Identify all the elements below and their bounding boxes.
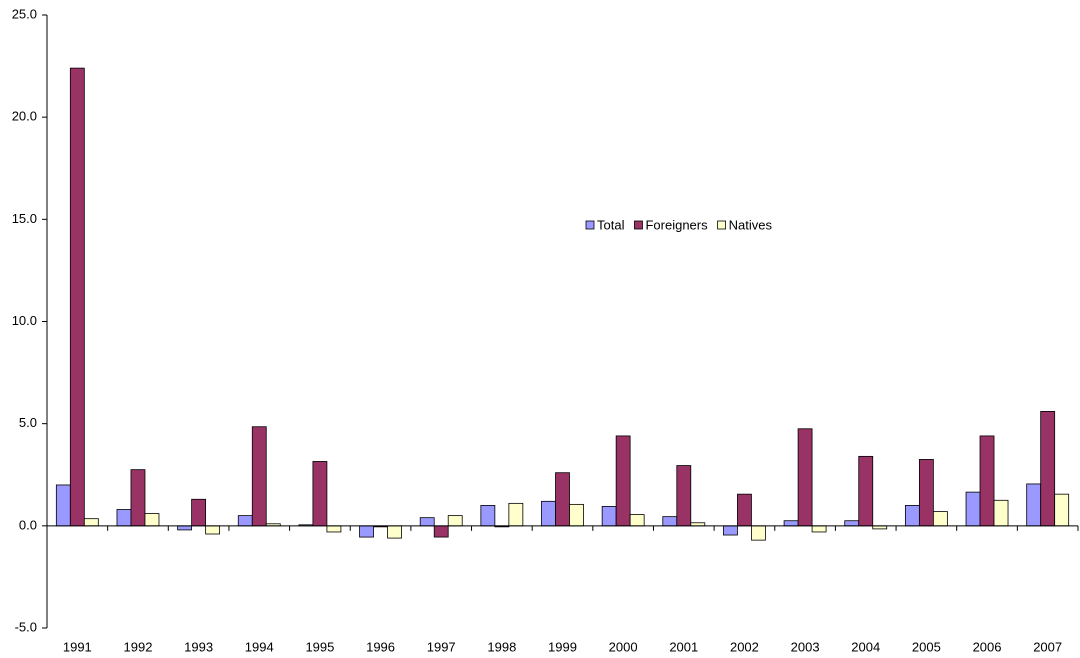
bar [932, 511, 948, 527]
bar [723, 525, 738, 536]
x-tick-label: 2001 [669, 639, 698, 654]
bar [237, 515, 253, 527]
y-tick-label: 25.0 [12, 6, 37, 21]
x-tick-label: 2004 [851, 639, 880, 654]
x-tick-label: 1999 [548, 639, 577, 654]
bar [191, 498, 207, 527]
bar [251, 426, 267, 527]
x-tick-label: 2000 [609, 639, 638, 654]
y-tick-label: -5.0 [15, 619, 37, 634]
bar [508, 502, 524, 527]
legend-swatch [717, 220, 727, 230]
bar [130, 469, 146, 527]
bar [83, 518, 99, 527]
legend-swatch [634, 220, 643, 230]
bar [615, 435, 631, 527]
bar [811, 525, 827, 533]
x-tick-label: 2007 [1033, 639, 1062, 654]
x-tick-label: 2003 [791, 639, 820, 654]
bar [662, 516, 678, 527]
legend-swatch [585, 220, 595, 230]
x-tick-label: 1998 [487, 639, 516, 654]
bar [312, 461, 328, 527]
bar [205, 525, 221, 535]
bar [737, 493, 752, 527]
legend-label: Natives [729, 217, 773, 232]
bar [844, 520, 860, 527]
y-tick-label: 10.0 [12, 313, 37, 328]
bar [419, 517, 435, 527]
bar [797, 428, 813, 527]
bar [1040, 411, 1056, 527]
y-tick-label: 5.0 [19, 415, 37, 430]
bar [541, 500, 556, 527]
x-tick-label: 1996 [366, 639, 395, 654]
bar [783, 520, 799, 527]
bar [993, 499, 1009, 527]
y-tick-label: 0.0 [19, 517, 37, 532]
x-tick-label: 2005 [912, 639, 941, 654]
bar [965, 491, 981, 527]
x-tick-label: 1992 [124, 639, 153, 654]
bar [555, 472, 570, 527]
bar [480, 504, 496, 527]
bar [387, 525, 402, 539]
x-tick-label: 1994 [245, 639, 274, 654]
x-tick-label: 2006 [973, 639, 1002, 654]
bar [1026, 483, 1042, 527]
x-tick-label: 1991 [63, 639, 92, 654]
legend-label: Total [597, 217, 625, 232]
bar [601, 506, 617, 527]
x-tick-label: 1997 [427, 639, 456, 654]
x-tick-label: 1993 [184, 639, 213, 654]
x-tick-label: 2002 [730, 639, 759, 654]
bar [676, 465, 692, 527]
bar [55, 484, 71, 527]
y-tick-label: 15.0 [12, 211, 37, 226]
bar [858, 455, 874, 527]
bar [177, 525, 193, 531]
bar [629, 514, 645, 527]
bar [918, 459, 934, 527]
bar [904, 504, 920, 527]
bar [751, 525, 766, 541]
bar [1054, 493, 1070, 527]
bar [69, 67, 85, 527]
bar [433, 525, 449, 538]
bar [326, 525, 342, 533]
bar [144, 513, 160, 527]
x-tick-label: 1995 [305, 639, 334, 654]
bar [359, 525, 374, 538]
bar [116, 509, 132, 527]
bar [447, 515, 463, 527]
bar [569, 503, 584, 527]
y-tick-label: 20.0 [12, 109, 37, 124]
bar [979, 435, 995, 527]
legend-label: Foreigners [645, 217, 708, 232]
